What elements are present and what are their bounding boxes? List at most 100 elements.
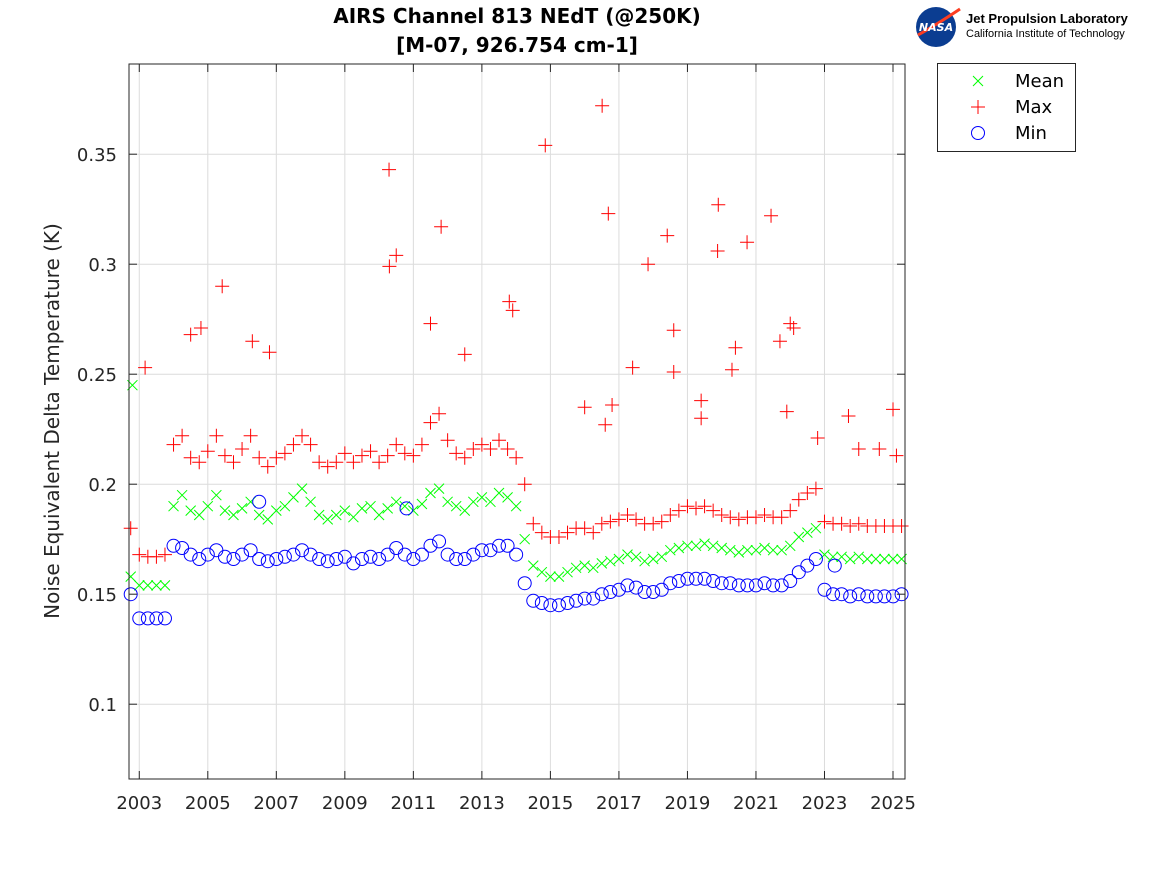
x-tick-label: 2025: [870, 793, 916, 814]
point-min: [689, 571, 704, 586]
point-min: [706, 574, 721, 588]
point-mean: [664, 544, 676, 556]
point-max: [706, 503, 721, 518]
point-min: [646, 585, 661, 599]
point-min: [517, 576, 532, 591]
x-tick-label: 2011: [390, 793, 436, 814]
point-min: [697, 571, 712, 586]
point-max: [354, 448, 369, 463]
point-min: [800, 558, 815, 573]
point-min: [886, 589, 901, 604]
point-min: [132, 611, 147, 626]
point-max: [175, 428, 190, 443]
point-max: [440, 433, 455, 448]
point-min: [680, 571, 695, 586]
point-min: [894, 587, 909, 602]
point-min: [389, 541, 404, 555]
legend-label-max: Max: [1015, 97, 1053, 118]
point-mean: [810, 522, 822, 534]
point-max: [492, 433, 507, 448]
svg-text:NASA: NASA: [919, 21, 953, 34]
outlier-max: [728, 340, 743, 355]
point-mean: [288, 492, 299, 503]
point-max: [295, 428, 310, 443]
point-max: [132, 547, 147, 562]
x-tick-label: 2021: [733, 793, 779, 814]
point-mean: [853, 551, 865, 563]
point-mean: [125, 571, 137, 582]
outlier-max: [694, 393, 709, 408]
point-mean: [742, 544, 753, 556]
outlier-max: [389, 248, 404, 263]
point-mean: [545, 571, 556, 582]
point-mean: [553, 571, 565, 582]
point-mean: [596, 558, 608, 569]
outlier-max: [666, 323, 681, 338]
point-min: [123, 587, 138, 602]
point-max: [663, 508, 678, 522]
point-max: [654, 514, 669, 529]
outlier-max: [598, 417, 613, 432]
point-min: [243, 543, 258, 558]
x-marker-icon: [972, 75, 984, 87]
outlier-max: [886, 402, 901, 417]
outlier-max: [262, 345, 277, 360]
point-mean: [228, 509, 239, 521]
point-min: [860, 589, 875, 604]
grid: [129, 64, 905, 779]
point-max: [834, 516, 849, 531]
x-tick-label: 2023: [802, 793, 848, 814]
point-mean: [784, 540, 796, 552]
point-min: [346, 556, 361, 571]
point-mean: [656, 551, 668, 563]
point-max: [757, 508, 772, 522]
point-min: [826, 587, 841, 602]
point-min: [252, 552, 267, 566]
point-mean: [750, 544, 762, 556]
point-min: [714, 576, 729, 591]
point-mean: [630, 551, 642, 563]
point-min: [320, 554, 335, 569]
point-max: [680, 499, 695, 514]
chart-title-line-1: AIRS Channel 813 NEdT (@250K): [333, 4, 701, 28]
point-max: [372, 455, 387, 470]
point-max: [286, 437, 301, 452]
point-mean: [827, 551, 839, 563]
point-mean: [151, 580, 162, 591]
point-max: [380, 448, 395, 463]
point-min: [560, 596, 575, 610]
outlier-max: [595, 98, 610, 113]
point-mean: [570, 562, 582, 574]
point-min: [440, 547, 455, 562]
outlier-max: [577, 400, 592, 415]
point-max: [192, 455, 207, 470]
outlier-max: [183, 327, 198, 342]
outlier-max: [215, 279, 230, 294]
x-tick-label: 2017: [596, 793, 642, 814]
point-min: [551, 598, 566, 613]
point-mean: [673, 542, 685, 554]
point-max: [406, 448, 421, 463]
point-max: [551, 530, 566, 544]
point-min: [851, 587, 866, 602]
point-min: [183, 547, 198, 562]
point-mean: [699, 538, 710, 549]
point-min: [834, 587, 849, 602]
outlier-max: [772, 334, 787, 349]
point-mean: [844, 553, 856, 565]
x-tick-label: 2009: [322, 793, 368, 814]
point-mean: [587, 562, 599, 574]
outlier-max: [423, 316, 438, 331]
point-max: [226, 455, 241, 470]
point-min: [209, 543, 224, 558]
outlier-max: [457, 347, 472, 362]
point-min: [175, 541, 190, 555]
point-mean: [236, 503, 248, 514]
point-mean: [322, 514, 334, 525]
point-max: [277, 446, 292, 461]
point-mean: [133, 580, 145, 591]
outlier-max: [786, 321, 801, 335]
x-tick-label: 2007: [253, 793, 299, 814]
point-min: [166, 538, 181, 553]
point-min: [235, 547, 250, 562]
